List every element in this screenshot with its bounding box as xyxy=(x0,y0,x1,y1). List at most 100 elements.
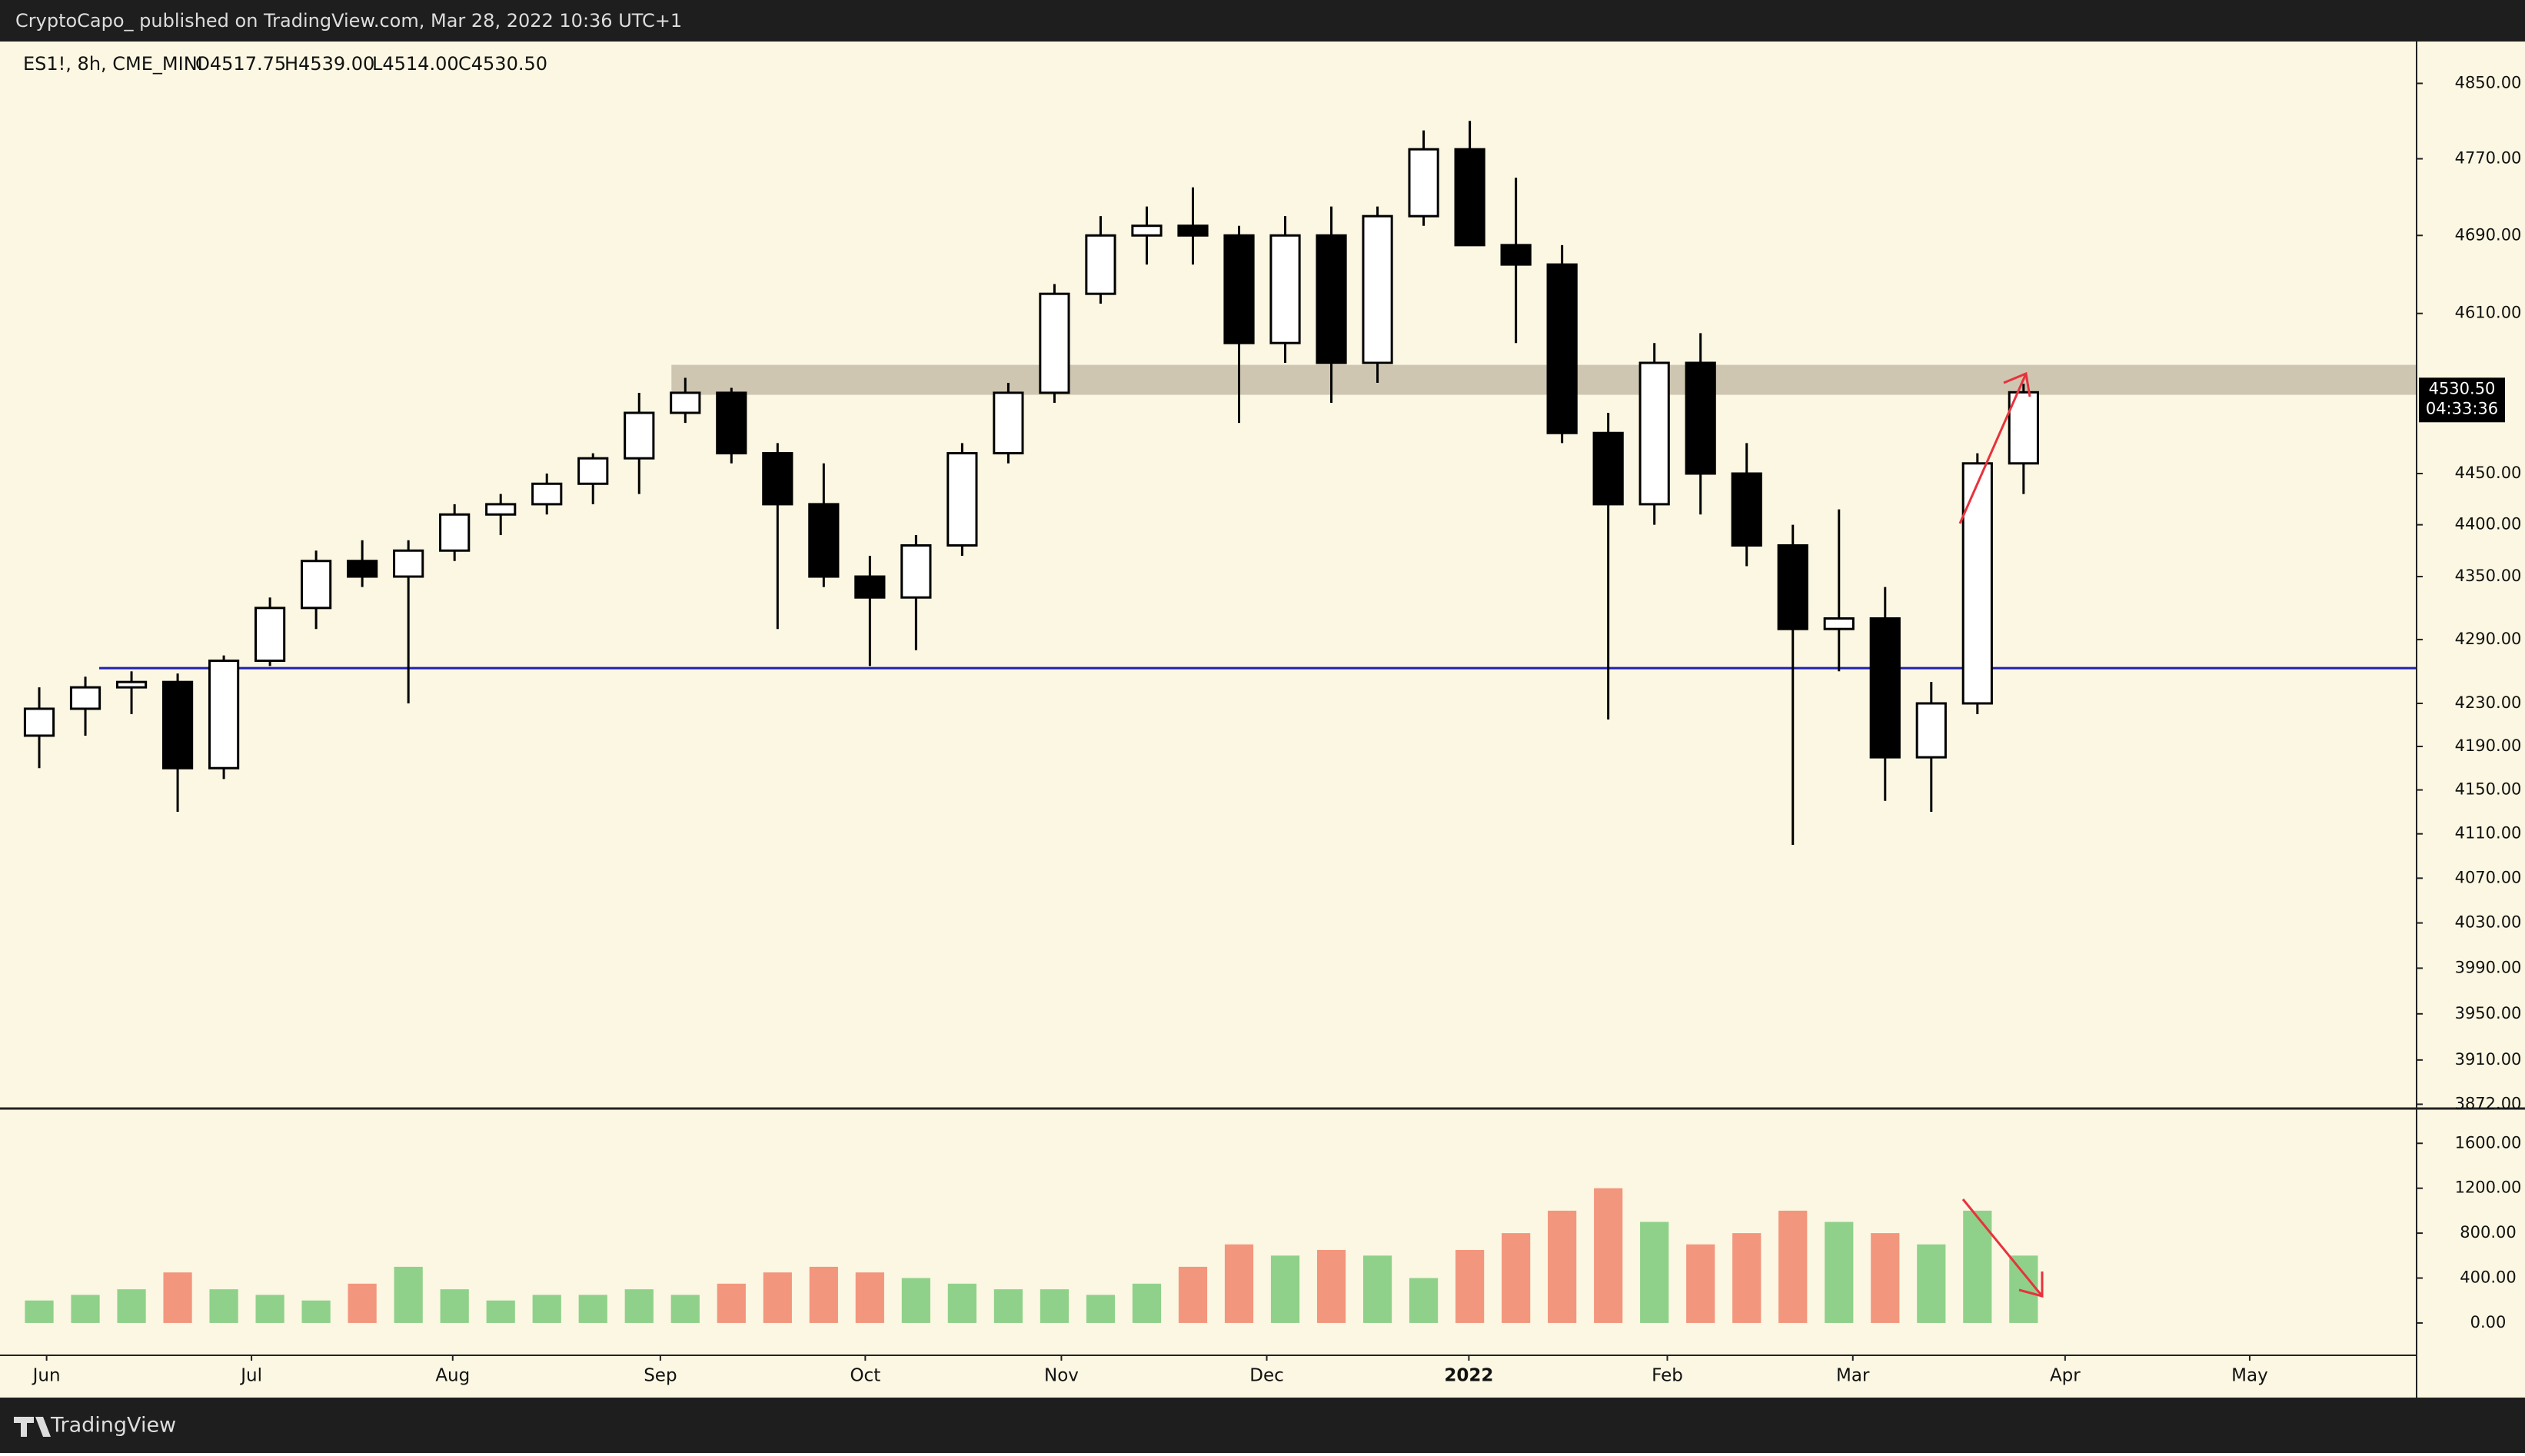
x-tick-label: Nov xyxy=(1044,1366,1079,1386)
volume-bar xyxy=(1640,1222,1669,1323)
y-tick-label: 4350.00 xyxy=(2455,567,2522,585)
x-tick-label: Oct xyxy=(850,1366,880,1386)
price-label-box xyxy=(2419,377,2505,423)
candle-body xyxy=(762,452,793,506)
y-tick-label: 4150.00 xyxy=(2455,780,2522,799)
brand[interactable]: TradingView xyxy=(50,1414,176,1438)
y-tick-label: 4450.00 xyxy=(2455,464,2522,482)
candle-body xyxy=(1685,361,1716,475)
y-tick-label: 3990.00 xyxy=(2455,958,2522,976)
volume-bar xyxy=(763,1272,792,1323)
candle-body xyxy=(347,560,378,578)
candle-body xyxy=(1500,244,1532,266)
volume-bar xyxy=(1270,1255,1300,1323)
plot: 4850.00 4770.00 4690.00 4610.00 4450.00 4400.… xyxy=(23,73,2522,1386)
x-tick-label: 2022 xyxy=(1444,1366,1493,1386)
ohlc-low: L4514.00 xyxy=(372,53,459,75)
volume-bar xyxy=(1455,1250,1485,1323)
annotation-arrow xyxy=(1958,373,2028,524)
candle-body xyxy=(485,503,517,516)
y-tick-label: 4190.00 xyxy=(2455,736,2522,755)
time-axis xyxy=(0,1355,2416,1398)
price-axis xyxy=(2417,42,2525,1398)
volume-bar xyxy=(1917,1244,1946,1323)
volume-bar xyxy=(1316,1250,1346,1323)
volume-bar xyxy=(1040,1289,1070,1323)
symbol: ES1!, 8h, CME_MINI xyxy=(23,53,203,75)
x-tick-label: Mar xyxy=(1836,1366,1870,1386)
candle-body xyxy=(1777,544,1808,630)
publisher: CryptoCapo_ published on TradingView.com… xyxy=(15,10,682,32)
y-tick-label: 4770.00 xyxy=(2455,149,2522,168)
x-tick-label: Jun xyxy=(32,1366,61,1386)
y-tick-label: 3872.00 xyxy=(2455,1094,2522,1112)
volume-bar xyxy=(717,1283,746,1323)
candle-body xyxy=(1269,234,1301,344)
candle-body xyxy=(670,391,701,414)
volume-bar xyxy=(1778,1210,1808,1323)
x-tick-label: Aug xyxy=(435,1366,470,1386)
candle-body xyxy=(1915,702,1947,759)
volume-tick-label: 400.00 xyxy=(2460,1268,2516,1287)
volume-bar xyxy=(901,1278,930,1323)
arrow-head xyxy=(2018,1272,2044,1298)
y-tick-label: 4110.00 xyxy=(2455,824,2522,843)
volume-tick-label: 800.00 xyxy=(2460,1223,2516,1242)
volume-bar xyxy=(1825,1222,1854,1323)
annotation-arrow xyxy=(1961,1198,2044,1297)
price-label: 4530.50 xyxy=(2429,379,2496,397)
candle-body xyxy=(23,707,55,737)
candle-body xyxy=(900,544,932,599)
candle-body xyxy=(716,391,747,455)
volume-bar xyxy=(25,1300,54,1323)
y-tick-label: 4610.00 xyxy=(2455,304,2522,322)
volume-tick-label: 1200.00 xyxy=(2455,1178,2522,1197)
volume-bar xyxy=(301,1300,331,1323)
volume-bar xyxy=(2009,1255,2038,1323)
volume-bar xyxy=(255,1295,284,1323)
volume-bar xyxy=(1086,1295,1116,1323)
volume-bar xyxy=(1224,1244,1254,1323)
candle-body xyxy=(1869,617,1901,759)
candle-body xyxy=(1223,234,1255,344)
volume-bar xyxy=(624,1289,654,1323)
volume-bar xyxy=(440,1289,469,1323)
candle-body xyxy=(854,575,886,599)
y-tick-label: 4690.00 xyxy=(2455,225,2522,244)
candle-body xyxy=(1316,234,1347,364)
x-tick-label: Dec xyxy=(1249,1366,1284,1386)
candle-body xyxy=(531,482,563,506)
candle-body xyxy=(69,686,101,710)
y-tick-label: 3910.00 xyxy=(2455,1050,2522,1069)
volume-bar xyxy=(1132,1283,1162,1323)
volume-bar xyxy=(1871,1233,1900,1323)
volume-bar xyxy=(1686,1244,1715,1323)
candle-body xyxy=(993,391,1024,455)
volume-bar xyxy=(1178,1266,1208,1323)
candle-body xyxy=(1085,234,1116,295)
candle-body xyxy=(1961,462,1993,705)
countdown: 04:33:36 xyxy=(2426,399,2498,417)
candle-body xyxy=(2008,391,2039,465)
volume-bar xyxy=(670,1295,700,1323)
x-tick-label: Feb xyxy=(1652,1366,1683,1386)
volume-bar xyxy=(855,1272,884,1323)
candle-body xyxy=(624,411,655,460)
volume-tick-label: 0.00 xyxy=(2470,1313,2507,1331)
candle-body xyxy=(1638,361,1670,506)
candle-body xyxy=(808,503,840,578)
volume-bar xyxy=(532,1295,561,1323)
candle-body xyxy=(946,452,978,547)
candle-body xyxy=(301,560,332,610)
y-tick-label: 4030.00 xyxy=(2455,913,2522,932)
ohlc-close: C4530.50 xyxy=(458,53,547,75)
candle-body xyxy=(1823,617,1855,630)
candle-body xyxy=(1731,472,1762,547)
volume-bar xyxy=(809,1266,838,1323)
candle-body xyxy=(1454,148,1485,247)
candle-body xyxy=(208,659,240,770)
y-tick-label: 4230.00 xyxy=(2455,693,2522,712)
candle-body xyxy=(161,680,194,770)
resistance-zone xyxy=(671,364,2417,395)
